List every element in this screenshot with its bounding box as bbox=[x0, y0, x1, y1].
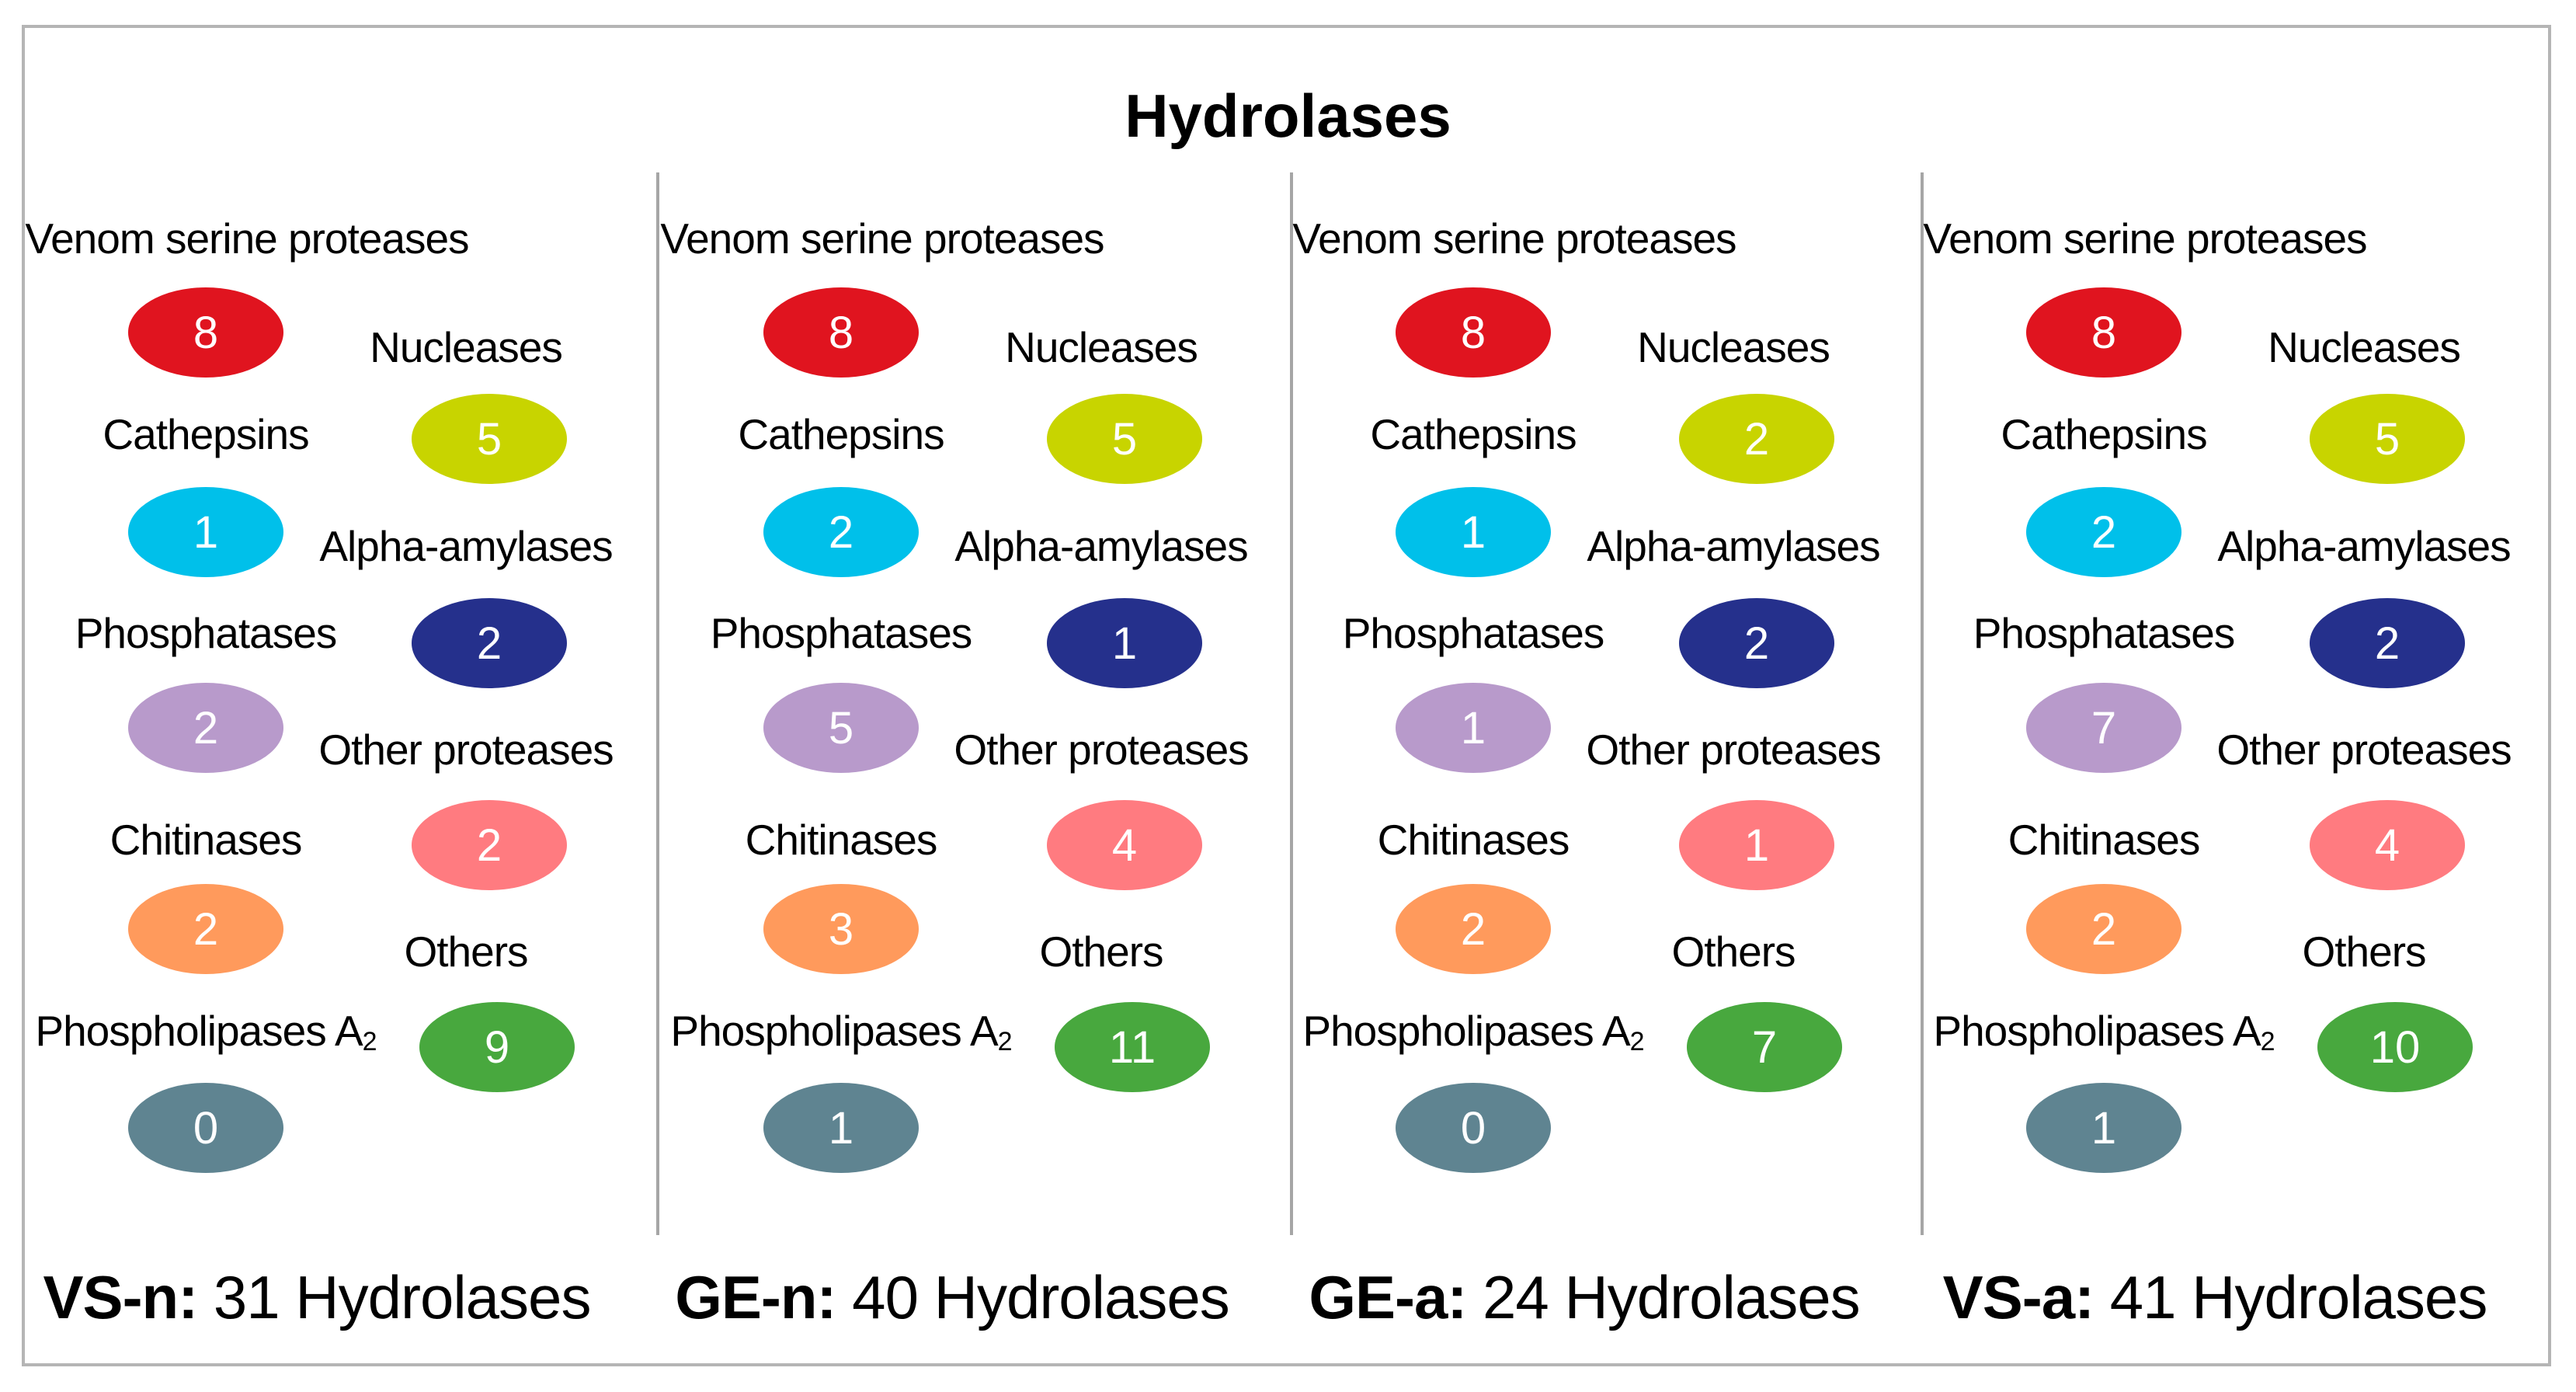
count-bubble-venom-serine-proteases: 8 bbox=[1396, 287, 1551, 378]
panel-summary: VS-n: 31 Hydrolases bbox=[0, 1262, 634, 1333]
category-label-chitinases: Chitinases bbox=[110, 816, 303, 864]
panel-summary: GE-n: 40 Hydrolases bbox=[635, 1262, 1269, 1333]
category-label-phosphatases: Phosphatases bbox=[710, 609, 973, 657]
category-label-other-proteases: Other proteases bbox=[318, 726, 614, 774]
count-bubble-alpha-amylases: 2 bbox=[2310, 598, 2465, 688]
panel-ge-a: Venom serine proteases 8 Nucleases 2 Catheps… bbox=[1267, 0, 1901, 1392]
category-label-phosphatases: Phosphatases bbox=[75, 609, 338, 657]
count-bubble-phospholipases: 0 bbox=[1396, 1083, 1551, 1173]
count-bubble-alpha-amylases: 2 bbox=[412, 598, 567, 688]
panel-vs-n: Venom serine proteases 8 Nucleases 5 Catheps… bbox=[0, 0, 634, 1392]
count-bubble-other-proteases: 2 bbox=[412, 800, 567, 890]
category-label-other-proteases: Other proteases bbox=[1586, 726, 1881, 774]
count-bubble-other-proteases: 4 bbox=[1047, 800, 1202, 890]
panel-total: 41 Hydrolases bbox=[2094, 1263, 2488, 1331]
category-label-venom-serine-proteases: Venom serine proteases bbox=[25, 214, 469, 263]
category-label-cathepsins: Cathepsins bbox=[2001, 410, 2207, 458]
category-label-chitinases: Chitinases bbox=[745, 816, 938, 864]
count-bubble-phospholipases: 1 bbox=[2026, 1083, 2181, 1173]
count-bubble-others: 11 bbox=[1055, 1002, 1210, 1092]
count-bubble-nucleases: 2 bbox=[1679, 394, 1834, 484]
panel-total: 24 Hydrolases bbox=[1466, 1263, 1861, 1331]
count-bubble-others: 9 bbox=[419, 1002, 575, 1092]
count-bubble-chitinases: 2 bbox=[2026, 884, 2181, 974]
count-bubble-others: 7 bbox=[1687, 1002, 1842, 1092]
count-bubble-nucleases: 5 bbox=[2310, 394, 2465, 484]
panel-ge-n: Venom serine proteases 8 Nucleases 5 Catheps… bbox=[635, 0, 1269, 1392]
panel-code: VS-n: bbox=[43, 1263, 199, 1331]
count-bubble-chitinases: 2 bbox=[128, 884, 283, 974]
count-bubble-chitinases: 3 bbox=[763, 884, 919, 974]
count-bubble-cathepsins: 2 bbox=[2026, 487, 2181, 577]
category-label-others: Others bbox=[1671, 927, 1796, 976]
category-label-chitinases: Chitinases bbox=[2008, 816, 2201, 864]
category-label-phosphatases: Phosphatases bbox=[1973, 609, 2236, 657]
category-label-alpha-amylases: Alpha-amylases bbox=[2217, 522, 2511, 570]
category-label-phosphatases: Phosphatases bbox=[1342, 609, 1605, 657]
count-bubble-phosphatases: 2 bbox=[128, 683, 283, 773]
category-label-venom-serine-proteases: Venom serine proteases bbox=[1292, 214, 1736, 263]
count-bubble-nucleases: 5 bbox=[1047, 394, 1202, 484]
category-label-other-proteases: Other proteases bbox=[954, 726, 1249, 774]
category-label-cathepsins: Cathepsins bbox=[738, 410, 944, 458]
category-label-phospholipases: Phospholipases A2 bbox=[1302, 1007, 1644, 1056]
count-bubble-other-proteases: 4 bbox=[2310, 800, 2465, 890]
panel-total: 31 Hydrolases bbox=[197, 1263, 592, 1331]
category-label-nucleases: Nucleases bbox=[2268, 323, 2461, 371]
category-label-venom-serine-proteases: Venom serine proteases bbox=[660, 214, 1104, 263]
category-label-phospholipases: Phospholipases A2 bbox=[670, 1007, 1012, 1056]
category-label-chitinases: Chitinases bbox=[1377, 816, 1570, 864]
category-label-alpha-amylases: Alpha-amylases bbox=[954, 522, 1248, 570]
category-label-nucleases: Nucleases bbox=[1005, 323, 1198, 371]
category-label-cathepsins: Cathepsins bbox=[1370, 410, 1577, 458]
category-label-alpha-amylases: Alpha-amylases bbox=[319, 522, 613, 570]
category-label-nucleases: Nucleases bbox=[370, 323, 563, 371]
category-label-venom-serine-proteases: Venom serine proteases bbox=[1923, 214, 2367, 263]
panel-code: VS-a: bbox=[1942, 1263, 2095, 1331]
count-bubble-alpha-amylases: 2 bbox=[1679, 598, 1834, 688]
panel-summary: GE-a: 24 Hydrolases bbox=[1267, 1262, 1901, 1333]
count-bubble-cathepsins: 1 bbox=[128, 487, 283, 577]
category-label-cathepsins: Cathepsins bbox=[103, 410, 309, 458]
category-label-others: Others bbox=[1039, 927, 1163, 976]
category-label-others: Others bbox=[404, 927, 528, 976]
count-bubble-venom-serine-proteases: 8 bbox=[763, 287, 919, 378]
category-label-others: Others bbox=[2302, 927, 2426, 976]
panel-code: GE-n: bbox=[675, 1263, 836, 1331]
panel-divider bbox=[1290, 172, 1293, 1235]
count-bubble-chitinases: 2 bbox=[1396, 884, 1551, 974]
panel-total: 40 Hydrolases bbox=[836, 1263, 1230, 1331]
count-bubble-venom-serine-proteases: 8 bbox=[2026, 287, 2181, 378]
panel-summary: VS-a: 41 Hydrolases bbox=[1898, 1262, 2532, 1333]
count-bubble-cathepsins: 1 bbox=[1396, 487, 1551, 577]
category-label-nucleases: Nucleases bbox=[1637, 323, 1830, 371]
category-label-phospholipases: Phospholipases A2 bbox=[35, 1007, 377, 1056]
count-bubble-others: 10 bbox=[2317, 1002, 2473, 1092]
count-bubble-alpha-amylases: 1 bbox=[1047, 598, 1202, 688]
figure-title: Hydrolases bbox=[1125, 82, 1451, 150]
count-bubble-venom-serine-proteases: 8 bbox=[128, 287, 283, 378]
category-label-phospholipases: Phospholipases A2 bbox=[1933, 1007, 2275, 1056]
panel-code: GE-a: bbox=[1309, 1263, 1467, 1331]
panel-vs-a: Venom serine proteases 8 Nucleases 5 Catheps… bbox=[1898, 0, 2532, 1392]
count-bubble-phosphatases: 5 bbox=[763, 683, 919, 773]
count-bubble-phosphatases: 7 bbox=[2026, 683, 2181, 773]
count-bubble-cathepsins: 2 bbox=[763, 487, 919, 577]
count-bubble-other-proteases: 1 bbox=[1679, 800, 1834, 890]
count-bubble-phosphatases: 1 bbox=[1396, 683, 1551, 773]
figure-frame bbox=[22, 25, 2551, 1366]
count-bubble-phospholipases: 0 bbox=[128, 1083, 283, 1173]
panel-divider bbox=[656, 172, 659, 1235]
panel-divider bbox=[1921, 172, 1924, 1235]
category-label-alpha-amylases: Alpha-amylases bbox=[1587, 522, 1880, 570]
count-bubble-phospholipases: 1 bbox=[763, 1083, 919, 1173]
category-label-other-proteases: Other proteases bbox=[2216, 726, 2512, 774]
count-bubble-nucleases: 5 bbox=[412, 394, 567, 484]
